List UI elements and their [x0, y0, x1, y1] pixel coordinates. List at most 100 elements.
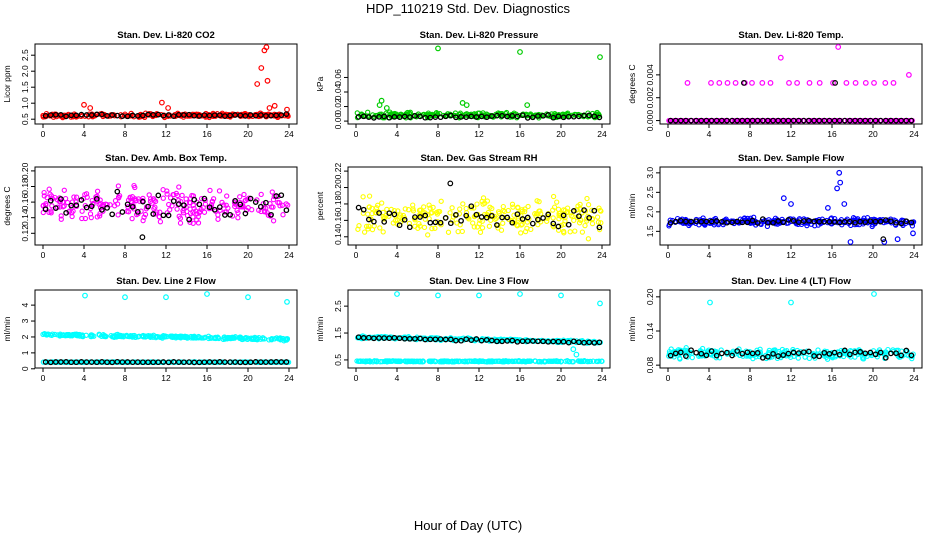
data-point: [88, 214, 94, 221]
series-all: [40, 44, 291, 121]
data-point: [219, 199, 225, 206]
data-point: [804, 222, 810, 229]
data-point: [672, 218, 679, 225]
data-point: [103, 333, 109, 340]
x-tick-label: 20: [868, 373, 878, 383]
data-point: [908, 219, 915, 226]
data-point: [489, 358, 496, 365]
x-tick-label: 8: [436, 129, 441, 139]
data-point: [49, 331, 56, 337]
data-point: [375, 202, 381, 208]
data-point: [216, 188, 223, 194]
data-point: [667, 217, 673, 223]
data-point: [52, 359, 59, 365]
data-point: [68, 112, 75, 119]
data-point: [254, 81, 261, 87]
y-tick-label: 0.18: [20, 178, 30, 195]
data-point: [830, 79, 836, 86]
data-point: [278, 192, 285, 199]
data-point: [202, 201, 209, 207]
data-point: [526, 358, 533, 364]
data-point: [596, 358, 602, 364]
data-point: [759, 79, 766, 86]
data-point: [88, 359, 95, 365]
data-point: [509, 337, 516, 344]
series-all: [354, 45, 603, 121]
data-point: [160, 359, 167, 365]
data-point: [759, 117, 766, 124]
data-point: [110, 333, 116, 340]
data-point: [780, 352, 787, 358]
data-point: [581, 358, 587, 365]
data-point: [58, 359, 64, 365]
y-tick-label: 0.20: [645, 288, 655, 305]
data-point: [211, 112, 218, 119]
data-point: [836, 169, 843, 176]
data-point: [426, 202, 432, 208]
data-point: [141, 214, 147, 220]
data-point: [468, 337, 475, 343]
data-point: [585, 202, 592, 208]
data-point: [129, 112, 136, 119]
data-point: [794, 79, 800, 86]
y-tick-label: 2.5: [333, 300, 343, 312]
data-point: [593, 358, 600, 365]
data-point: [831, 117, 838, 124]
data-point: [181, 359, 187, 366]
data-point: [677, 217, 684, 224]
panel-title: Stan. Dev. Line 4 (LT) Flow: [731, 276, 851, 287]
data-point: [63, 113, 69, 120]
data-point: [211, 206, 218, 213]
data-point: [463, 336, 470, 343]
data-point: [247, 195, 254, 202]
data-point: [191, 359, 198, 366]
data-point: [52, 111, 59, 118]
data-point: [502, 358, 508, 364]
data-point: [780, 117, 787, 124]
data-point: [498, 358, 505, 365]
data-point: [193, 208, 199, 214]
data-point: [252, 112, 259, 119]
series-hourly: [355, 112, 603, 121]
data-point: [880, 236, 887, 243]
data-point: [780, 219, 787, 226]
data-point: [739, 117, 746, 124]
x-tick-label: 20: [243, 129, 253, 139]
data-point: [597, 207, 603, 214]
y-tick-label: 0.14: [645, 322, 655, 339]
data-point: [693, 218, 700, 225]
x-tick-label: 0: [354, 373, 359, 383]
data-point: [535, 359, 542, 365]
data-point: [384, 359, 390, 365]
data-point: [138, 208, 144, 214]
data-point: [263, 113, 269, 119]
data-point: [519, 221, 525, 227]
data-point: [42, 359, 49, 365]
data-point: [754, 350, 761, 356]
data-point: [170, 113, 177, 119]
data-point: [175, 359, 182, 365]
data-point: [785, 220, 791, 226]
data-point: [227, 334, 233, 341]
data-point: [749, 117, 756, 124]
data-point: [273, 359, 280, 365]
data-point: [430, 204, 436, 211]
data-point: [435, 292, 441, 299]
data-point: [58, 213, 64, 219]
data-point: [129, 194, 136, 200]
panel-title: Stan. Dev. Gas Stream RH: [420, 153, 537, 164]
data-point: [376, 210, 382, 216]
data-point: [237, 359, 244, 366]
data-point: [672, 350, 679, 357]
data-point: [515, 204, 521, 210]
y-tick-label: 0.02: [333, 98, 343, 115]
data-point: [683, 353, 689, 359]
data-point: [811, 353, 817, 359]
data-point: [505, 207, 511, 214]
data-point: [381, 335, 388, 341]
data-point: [243, 207, 250, 213]
data-point: [908, 352, 915, 359]
data-point: [560, 338, 567, 345]
data-point: [474, 201, 480, 207]
